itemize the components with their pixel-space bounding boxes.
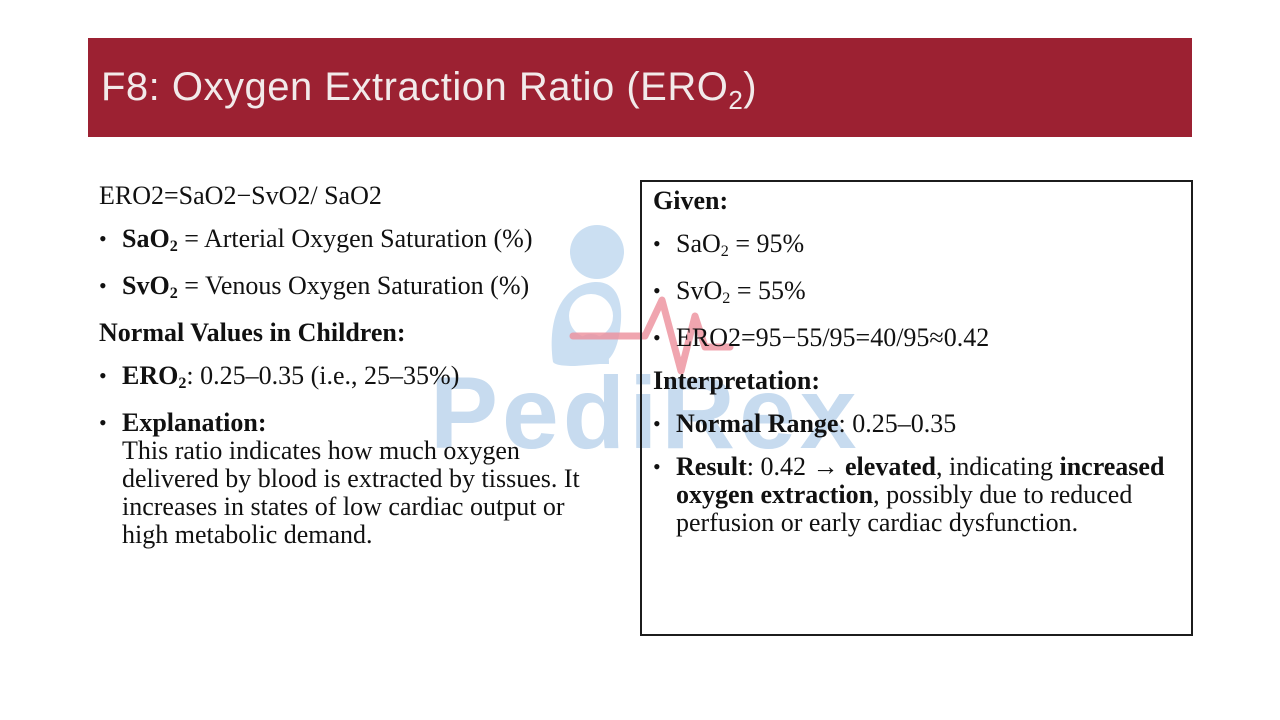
bullet-text: SvO2 = Venous Oxygen Saturation (%)	[122, 272, 637, 304]
bullet-marker: •	[653, 454, 661, 479]
term-svo2: SvO	[122, 271, 170, 300]
bullet-text: SaO2 = 95%	[676, 230, 1183, 262]
heading-interpretation: Interpretation:	[653, 366, 821, 395]
given-svo2-value: = 55%	[730, 276, 806, 305]
given-svo2-sub: 2	[722, 289, 731, 307]
term-sao2-sub: 2	[169, 237, 178, 255]
result-value: : 0.42 →	[746, 452, 846, 481]
bullet-marker: •	[99, 273, 107, 298]
bullet-venous-saturation: • SvO2 = Venous Oxygen Saturation (%)	[99, 272, 637, 304]
bullet-marker: •	[99, 363, 107, 388]
title-subscript: 2	[728, 85, 744, 115]
heading-given: Given:	[653, 186, 729, 215]
term-ero2-sub: 2	[178, 374, 187, 392]
bullet-marker: •	[653, 325, 661, 350]
result-text: , indicating	[935, 452, 1060, 481]
bullet-normal-range: • Normal Range: 0.25–0.35	[653, 410, 1183, 438]
title-banner: F8: Oxygen Extraction Ratio (ERO2)	[88, 38, 1192, 137]
example-panel: Given: • SaO2 = 95% • SvO2 = 55% • ERO2=…	[640, 180, 1193, 636]
bullet-svo2-value: • SvO2 = 55%	[653, 277, 1183, 309]
given-sao2-value: = 95%	[728, 229, 805, 258]
definition-arterial: = Arterial Oxygen Saturation (%)	[177, 224, 533, 253]
given-sao2: SaO	[676, 229, 721, 258]
range-value: : 0.25–0.35 (i.e., 25–35%)	[186, 361, 460, 390]
bullet-marker: •	[653, 411, 661, 436]
watermark-brand-text: PediRex	[430, 356, 861, 470]
explanation-label: Explanation:	[122, 408, 267, 437]
pedirex-logo-icon	[551, 225, 734, 375]
bullet-arterial-saturation: • SaO2 = Arterial Oxygen Saturation (%)	[99, 225, 637, 257]
formula-line: ERO2=SaO2−SvO2/ SaO2	[99, 181, 382, 210]
slide-title-close: )	[743, 65, 758, 109]
bullet-text: Normal Range: 0.25–0.35	[676, 410, 1183, 438]
bullet-text: Result: 0.42 → elevated, indicating incr…	[676, 453, 1183, 537]
bullet-marker: •	[99, 410, 107, 435]
result-elevated: elevated	[845, 452, 936, 481]
bullet-marker: •	[653, 278, 661, 303]
given-svo2: SvO	[676, 276, 723, 305]
bullet-text: Explanation: This ratio indicates how mu…	[122, 409, 637, 549]
slide-title: F8: Oxygen Extraction Ratio (ERO2)	[88, 65, 758, 115]
left-column: ERO2=SaO2−SvO2/ SaO2 • SaO2 = Arterial O…	[99, 182, 637, 564]
calculation-text: ERO2=95−55/95=40/95≈0.42	[676, 323, 990, 352]
given-sao2-sub: 2	[720, 242, 729, 260]
bullet-calculation: • ERO2=95−55/95=40/95≈0.42	[653, 324, 1183, 352]
heartbeat-icon	[569, 296, 734, 375]
term-sao2: SaO	[122, 224, 170, 253]
normal-range-label: Normal Range	[676, 409, 839, 438]
bullet-text: ERO2: 0.25–0.35 (i.e., 25–35%)	[122, 362, 637, 394]
result-increased-extraction: increased oxygen extraction	[676, 452, 1165, 509]
bullet-text: SvO2 = 55%	[676, 277, 1183, 309]
bullet-sao2-value: • SaO2 = 95%	[653, 230, 1183, 262]
result-label: Result	[676, 452, 747, 481]
term-ero2: ERO	[122, 361, 179, 390]
bullet-ero2-range: • ERO2: 0.25–0.35 (i.e., 25–35%)	[99, 362, 637, 394]
bullet-text: SaO2 = Arterial Oxygen Saturation (%)	[122, 225, 637, 257]
slide-title-text: F8: Oxygen Extraction Ratio (ERO	[101, 65, 729, 109]
normal-range-value: : 0.25–0.35	[838, 409, 957, 438]
explanation-body: This ratio indicates how much oxygen del…	[122, 436, 580, 549]
bullet-explanation: • Explanation: This ratio indicates how …	[99, 409, 637, 549]
heading-normal-values: Normal Values in Children:	[99, 318, 406, 347]
bullet-result: • Result: 0.42 → elevated, indicating in…	[653, 453, 1183, 537]
bullet-marker: •	[99, 226, 107, 251]
definition-venous: = Venous Oxygen Saturation (%)	[177, 271, 530, 300]
bullet-marker: •	[653, 231, 661, 256]
result-cause: , possibly due to reduced perfusion or e…	[676, 480, 1133, 537]
term-svo2-sub: 2	[169, 284, 178, 302]
